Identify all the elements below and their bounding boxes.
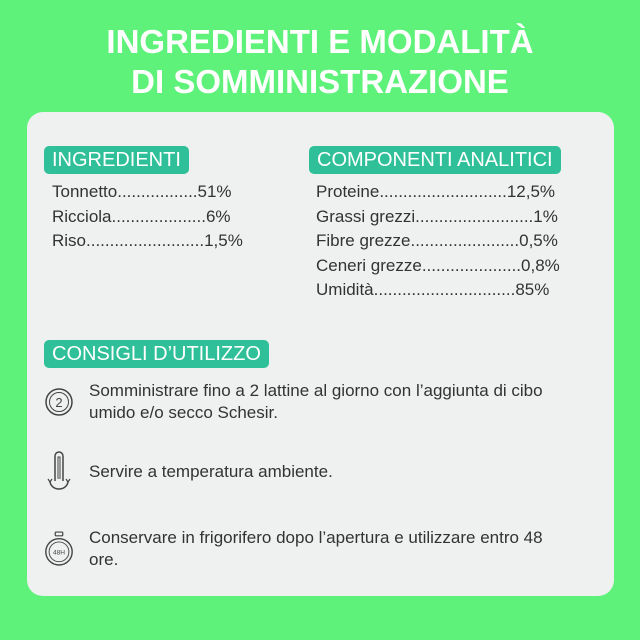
tip-text: Conservare in frigorifero dopo l’apertur… <box>89 528 543 569</box>
two-cans-icon: 2 <box>43 382 75 422</box>
analytic-item: Fibre grezze.......................0,5% <box>316 231 558 250</box>
title-line-2: DI SOMMINISTRAZIONE <box>131 63 509 100</box>
tip-item: Servire a temperatura ambiente. <box>43 451 549 492</box>
tip-text: Servire a temperatura ambiente. <box>89 462 333 481</box>
tip-item: 48H Conservare in frigorifero dopo l’ape… <box>43 527 549 571</box>
tip-text: Somministrare fino a 2 lattine al giorno… <box>89 381 543 422</box>
analytic-list: Proteine...........................12,5%… <box>316 180 560 303</box>
ingredients-list: Tonnetto.................51% Ricciola...… <box>52 180 243 254</box>
svg-text:48H: 48H <box>53 550 65 557</box>
analytic-item: Grassi grezzi.........................1% <box>316 206 558 226</box>
ingredient-item: Riso.........................1,5% <box>52 231 243 250</box>
ingredient-item: Tonnetto.................51% <box>52 182 232 201</box>
stopwatch-48h-icon: 48H <box>43 529 75 569</box>
svg-text:2: 2 <box>55 395 62 410</box>
ingredient-item: Ricciola....................6% <box>52 206 231 226</box>
analytic-badge: COMPONENTI ANALITICI <box>309 146 561 174</box>
analytic-item: Proteine...........................12,5% <box>316 182 556 201</box>
ingredients-badge: INGREDIENTI <box>44 146 189 174</box>
info-panel: INGREDIENTI Tonnetto.................51%… <box>27 112 614 596</box>
analytic-item: Ceneri grezze.....................0,8% <box>316 255 560 275</box>
tips-badge: CONSIGLI D’UTILIZZO <box>44 340 269 368</box>
thermometer-icon <box>43 451 75 492</box>
tip-item: 2 Somministrare fino a 2 lattine al gior… <box>43 380 549 424</box>
title-line-1: INGREDIENTI E MODALITÀ <box>106 23 534 60</box>
analytic-item: Umidità..............................85% <box>316 280 550 299</box>
page-title: INGREDIENTI E MODALITÀ DI SOMMINISTRAZIO… <box>0 22 640 102</box>
